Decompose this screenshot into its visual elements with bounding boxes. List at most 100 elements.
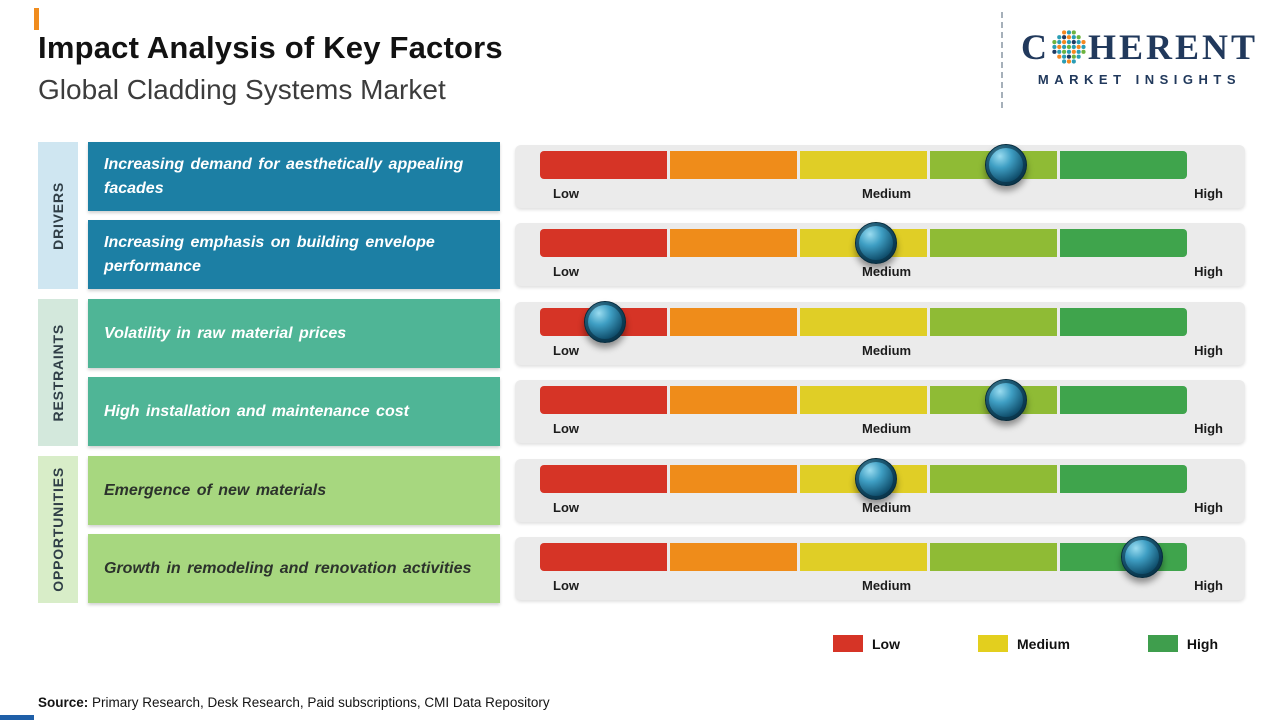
logo-block: C HERENT MARKET INSIGHTS [1000, 10, 1258, 108]
impact-slider-track: Low Medium High [515, 536, 1245, 600]
scale-low-label: Low [553, 421, 579, 436]
category-label-restraints: RESTRAINTS [38, 299, 78, 446]
impact-marker-icon [1120, 536, 1163, 578]
segment-low [540, 386, 667, 414]
impact-gradient-bar [540, 386, 1187, 414]
scale-medium-label: Medium [861, 500, 912, 515]
page-subtitle: Global Cladding Systems Market [38, 74, 446, 105]
segment-low-mid [670, 465, 797, 493]
page-title: Impact Analysis of Key Factors [38, 30, 503, 65]
header-titles: Impact Analysis of Key Factors Global Cl… [38, 10, 503, 106]
segment-medium [800, 543, 927, 571]
scale-low-label: Low [553, 578, 579, 593]
segment-high [1060, 308, 1187, 336]
factor-row: Volatility in raw material prices [88, 299, 1245, 368]
category-label-text: DRIVERS [50, 181, 66, 250]
category-restraints: RESTRAINTS Volatility in raw material pr… [38, 299, 1245, 446]
scale-high-label: High [1194, 421, 1223, 436]
scale-medium-label: Medium [861, 343, 912, 358]
factor-box: High installation and maintenance cost [88, 377, 500, 446]
factor-box: Increasing emphasis on building envelope… [88, 220, 500, 289]
coherent-logo: C HERENT MARKET INSIGHTS [1021, 10, 1258, 108]
header: Impact Analysis of Key Factors Global Cl… [0, 0, 1280, 132]
factor-text: Emergence of new materials [104, 481, 327, 499]
impact-slider-track: Low Medium High [515, 222, 1245, 286]
legend-item-high: High [1147, 635, 1218, 652]
impact-gradient-bar [540, 543, 1187, 571]
source-note: Source: Primary Research, Desk Research,… [38, 695, 550, 710]
impact-slider-track: Low Medium High [515, 144, 1245, 208]
impact-slider-track: Low Medium High [515, 301, 1245, 365]
segment-low-mid [670, 386, 797, 414]
impact-gradient-bar [540, 151, 1187, 179]
segment-low-mid [670, 543, 797, 571]
impact-matrix: DRIVERS Increasing demand for aesthetica… [0, 132, 1280, 603]
source-label: Source: [38, 695, 89, 710]
factor-box: Increasing demand for aesthetically appe… [88, 142, 500, 211]
legend-label-high: High [1186, 635, 1218, 652]
scale-low-label: Low [553, 500, 579, 515]
legend-item-medium: Medium [978, 635, 1070, 652]
impact-marker-icon [984, 379, 1027, 421]
segment-medium [800, 151, 927, 179]
impact-slider-track: Low Medium High [515, 379, 1245, 443]
segment-medium [800, 308, 927, 336]
scale-medium-label: Medium [861, 264, 912, 279]
legend-swatch-high [1147, 635, 1178, 652]
impact-gradient-bar [540, 465, 1187, 493]
scale-high-label: High [1194, 578, 1223, 593]
logo-tagline: MARKET INSIGHTS [1037, 72, 1242, 87]
category-label-text: RESTRAINTS [50, 323, 66, 422]
segment-low [540, 229, 667, 257]
factor-text: High installation and maintenance cost [104, 402, 409, 420]
impact-slider-track: Low Medium High [515, 458, 1245, 522]
factor-text: Increasing demand for aesthetically appe… [104, 156, 464, 197]
legend-item-low: Low [833, 635, 900, 652]
segment-high [1060, 465, 1187, 493]
factor-text: Growth in remodeling and renovation acti… [104, 559, 472, 577]
scale-low-label: Low [553, 264, 579, 279]
factor-row: Increasing emphasis on building envelope… [88, 220, 1245, 289]
category-opportunities: OPPORTUNITIES Emergence of new materials [38, 456, 1245, 603]
source-text: Primary Research, Desk Research, Paid su… [88, 695, 550, 710]
segment-low-mid [670, 229, 797, 257]
category-label-opportunities: OPPORTUNITIES [38, 456, 78, 603]
blue-accent-bar [0, 715, 34, 720]
legend-label-medium: Medium [1017, 635, 1070, 652]
segment-mid-high [930, 229, 1057, 257]
legend-label-low: Low [872, 635, 900, 652]
scale-low-label: Low [553, 343, 579, 358]
category-label-drivers: DRIVERS [38, 142, 78, 289]
orange-accent-bar [34, 8, 39, 30]
category-drivers: DRIVERS Increasing demand for aesthetica… [38, 142, 1245, 289]
factor-row: Increasing demand for aesthetically appe… [88, 142, 1245, 211]
segment-high [1060, 229, 1187, 257]
impact-marker-icon [855, 458, 898, 500]
segment-mid-high [930, 543, 1057, 571]
segment-low [540, 465, 667, 493]
scale-high-label: High [1194, 500, 1223, 515]
legend-swatch-low [833, 635, 863, 652]
logo-letter-c: C [1020, 27, 1050, 67]
impact-marker-icon [855, 222, 898, 264]
category-label-text: OPPORTUNITIES [50, 467, 66, 592]
coherent-logo-wordmark: C HERENT [1021, 26, 1258, 68]
segment-mid-high [930, 465, 1057, 493]
segment-medium [800, 386, 927, 414]
segment-high [1060, 386, 1187, 414]
impact-marker-icon [984, 144, 1027, 186]
legend-swatch-medium [978, 635, 1008, 652]
coherent-logo-globe-icon [1052, 30, 1086, 64]
logo-letters-herent: HERENT [1087, 27, 1258, 67]
factor-text: Volatility in raw material prices [104, 324, 347, 342]
factor-box: Volatility in raw material prices [88, 299, 500, 368]
scale-medium-label: Medium [861, 578, 912, 593]
scale-low-label: Low [553, 186, 579, 201]
factor-row: High installation and maintenance cost [88, 377, 1245, 446]
scale-high-label: High [1194, 343, 1223, 358]
factor-row: Growth in remodeling and renovation acti… [88, 534, 1245, 603]
legend: Low Medium High [0, 635, 1218, 652]
segment-low-mid [670, 151, 797, 179]
dashed-divider [1000, 12, 1003, 108]
